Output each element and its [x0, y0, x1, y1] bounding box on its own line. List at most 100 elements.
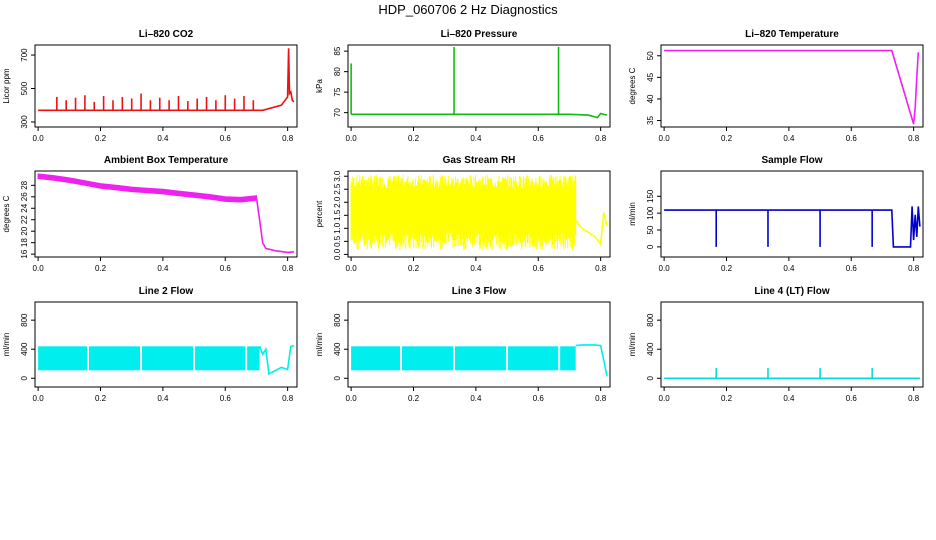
- x-tick-label: 0.8: [282, 134, 294, 143]
- x-tick-label: 0.6: [846, 394, 858, 403]
- y-tick-label: 40: [646, 94, 655, 103]
- panel-title: Gas Stream RH: [443, 155, 516, 166]
- y-tick-label: 0: [646, 244, 655, 249]
- series-line: [575, 212, 608, 247]
- x-tick-label: 0.2: [95, 134, 107, 143]
- x-tick-label: 0.8: [908, 394, 920, 403]
- y-tick-label: 26: [20, 192, 29, 201]
- x-tick-label: 0.4: [157, 264, 169, 273]
- y-tick-label: 20: [20, 226, 29, 235]
- y-tick-label: 400: [20, 342, 29, 356]
- panel-9: Line 4 (LT) Flow 0.0 0.2 0.4 0.6 0.8 0 400 800 ml…: [628, 286, 924, 403]
- x-tick-label: 0.8: [908, 264, 920, 273]
- x-tick-label: 0.0: [659, 134, 671, 143]
- y-tick-label: 800: [333, 313, 342, 327]
- x-tick-label: 0.6: [533, 264, 545, 273]
- y-tick-label: 400: [333, 342, 342, 356]
- x-tick-label: 0.4: [157, 134, 169, 143]
- x-tick-label: 0.4: [783, 134, 795, 143]
- x-tick-label: 0.8: [595, 134, 607, 143]
- x-tick-label: 0.2: [408, 134, 420, 143]
- y-tick-label: 0.0: [333, 248, 342, 260]
- y-tick-label: 700: [20, 48, 29, 62]
- plot-frame: [347, 170, 611, 258]
- plot-frame: [34, 170, 298, 258]
- data-layer: [38, 344, 295, 376]
- y-axis-label: ml/min: [628, 333, 637, 357]
- x-tick-label: 0.0: [33, 134, 45, 143]
- x-tick-label: 0.8: [908, 134, 920, 143]
- x-tick-label: 0.2: [408, 394, 420, 403]
- y-tick-label: 80: [333, 67, 342, 76]
- series-gap: [400, 346, 403, 371]
- series-gap: [453, 346, 456, 371]
- x-tick-label: 0.0: [33, 394, 45, 403]
- x-tick-label: 0.0: [33, 264, 45, 273]
- x-tick-label: 0.8: [595, 394, 607, 403]
- y-tick-label: 3.0: [333, 170, 342, 182]
- x-tick-label: 0.4: [470, 134, 482, 143]
- y-axis-label: ml/min: [315, 333, 324, 357]
- y-tick-label: 50: [646, 51, 655, 60]
- plot-frame: [660, 44, 924, 128]
- series-block: [38, 346, 260, 371]
- plot-frame: [34, 301, 298, 388]
- y-tick-label: 0: [646, 376, 655, 381]
- series-band: [37, 173, 257, 203]
- x-tick-label: 0.4: [157, 394, 169, 403]
- y-tick-label: 16: [20, 249, 29, 258]
- series-gap: [193, 346, 196, 371]
- plot-frame: [34, 44, 298, 128]
- x-tick-label: 0.0: [346, 394, 358, 403]
- x-tick-label: 0.8: [595, 264, 607, 273]
- x-tick-label: 0.2: [408, 264, 420, 273]
- panel-4: Ambient Box Temperature 0.0 0.2 0.4 0.6 0.8 16…: [2, 155, 298, 273]
- data-layer: [350, 174, 608, 251]
- x-tick-label: 0.4: [783, 264, 795, 273]
- y-axis-label: Licor ppm: [2, 68, 11, 103]
- y-axis-label: ml/min: [628, 202, 637, 226]
- series-line: [664, 206, 921, 248]
- series-line: [255, 197, 294, 254]
- x-tick-label: 0.2: [721, 264, 733, 273]
- y-axis-label: kPa: [315, 79, 324, 93]
- y-axis-label: percent: [315, 200, 324, 227]
- series-line: [258, 344, 295, 376]
- y-tick-label: 85: [333, 46, 342, 55]
- panel-title: Sample Flow: [761, 155, 822, 166]
- x-tick-label: 0.6: [220, 394, 232, 403]
- y-tick-label: 1.5: [333, 209, 342, 221]
- y-tick-label: 45: [646, 72, 655, 81]
- y-tick-label: 22: [20, 215, 29, 224]
- plot-frame: [347, 301, 611, 388]
- data-layer: [350, 47, 608, 119]
- panel-8: Line 3 Flow 0.0 0.2 0.4 0.6 0.8 0 400 800 ml/min: [315, 286, 611, 403]
- series-gap: [558, 346, 561, 371]
- y-axis-label: ml/min: [2, 333, 11, 357]
- x-tick-label: 0.6: [846, 134, 858, 143]
- data-layer: [37, 173, 294, 254]
- panel-title: Li–820 Pressure: [441, 29, 518, 40]
- panel-title: Line 2 Flow: [139, 286, 194, 297]
- series-gap: [506, 346, 509, 371]
- panel-1: Li–820 CO2 0.0 0.2 0.4 0.6 0.8 300 500 700 Licor …: [2, 29, 298, 143]
- panel-7: Line 2 Flow 0.0 0.2 0.4 0.6 0.8 0 400 800 ml/min: [2, 286, 298, 403]
- y-tick-label: 1.0: [333, 222, 342, 234]
- x-tick-label: 0.2: [721, 134, 733, 143]
- x-tick-label: 0.2: [95, 264, 107, 273]
- x-tick-label: 0.4: [470, 394, 482, 403]
- x-tick-label: 0.6: [220, 134, 232, 143]
- x-tick-label: 0.0: [659, 264, 671, 273]
- y-tick-label: 300: [20, 115, 29, 129]
- series-line: [664, 49, 920, 125]
- panel-6: Sample Flow 0.0 0.2 0.4 0.6 0.8 0 50 100 150 ml/mi…: [628, 155, 924, 273]
- plot-frame: [660, 170, 924, 258]
- y-tick-label: 0: [333, 376, 342, 381]
- y-tick-label: 800: [20, 313, 29, 327]
- y-tick-label: 400: [646, 342, 655, 356]
- data-layer: [664, 49, 920, 125]
- y-tick-label: 35: [646, 116, 655, 125]
- y-tick-label: 2.0: [333, 196, 342, 208]
- panel-5: Gas Stream RH0.0 0.2 0.4 0.6 0.80.00.51.01.5…: [315, 155, 611, 273]
